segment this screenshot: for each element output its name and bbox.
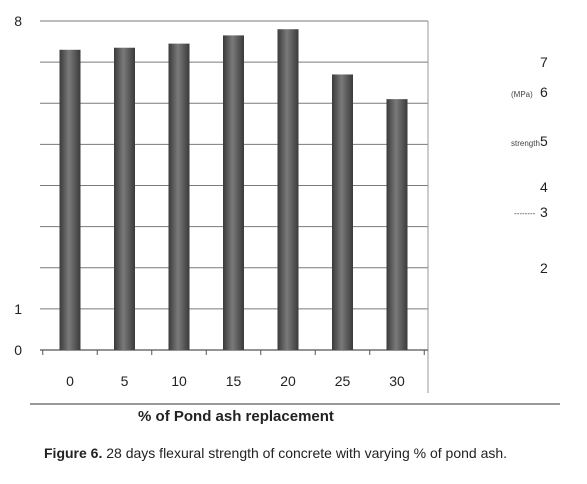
- right-quantity-label: strength: [511, 139, 540, 148]
- y-axis-tick-labels: 0 1 8: [14, 13, 22, 358]
- x-tick-label-5: 5: [121, 373, 129, 389]
- bar-10: [168, 43, 190, 351]
- right-label-2: 2: [540, 260, 548, 276]
- right-label-6: 6: [540, 84, 548, 100]
- y-tick-label-0: 0: [14, 342, 22, 358]
- right-dash-label: --------: [514, 209, 536, 218]
- right-axis-labels: 7 (MPa) 6 strength 5 4 -------- 3 2: [511, 54, 548, 276]
- x-tick-label-10: 10: [171, 373, 187, 389]
- bar-0: [59, 49, 81, 350]
- y-tick-label-1: 1: [14, 301, 22, 317]
- x-tick-label-15: 15: [226, 373, 242, 389]
- bars: [59, 29, 408, 351]
- caption-text: 28 days flexural strength of concrete wi…: [102, 445, 507, 461]
- bar-30: [386, 99, 408, 350]
- x-tick-label-20: 20: [280, 373, 296, 389]
- x-axis-ticks: [42, 350, 425, 355]
- figure-caption: Figure 6. 28 days flexural strength of c…: [44, 445, 507, 461]
- right-unit-label: (MPa): [511, 90, 533, 99]
- x-axis-title: % of Pond ash replacement: [138, 408, 334, 425]
- bar-20: [277, 29, 299, 350]
- bar-5: [114, 47, 135, 350]
- right-label-5: 5: [540, 133, 548, 149]
- bar-15: [223, 35, 244, 351]
- right-label-7: 7: [540, 54, 548, 70]
- x-tick-label-25: 25: [335, 373, 351, 389]
- right-label-3: 3: [540, 204, 548, 220]
- x-tick-label-0: 0: [66, 373, 74, 389]
- x-axis-tick-labels: 0 5 10 15 20 25 30: [66, 373, 405, 389]
- y-tick-label-8: 8: [14, 13, 22, 29]
- right-label-4: 4: [540, 179, 548, 195]
- x-tick-label-30: 30: [389, 373, 405, 389]
- bar-25: [332, 74, 353, 351]
- caption-prefix: Figure 6.: [44, 445, 102, 461]
